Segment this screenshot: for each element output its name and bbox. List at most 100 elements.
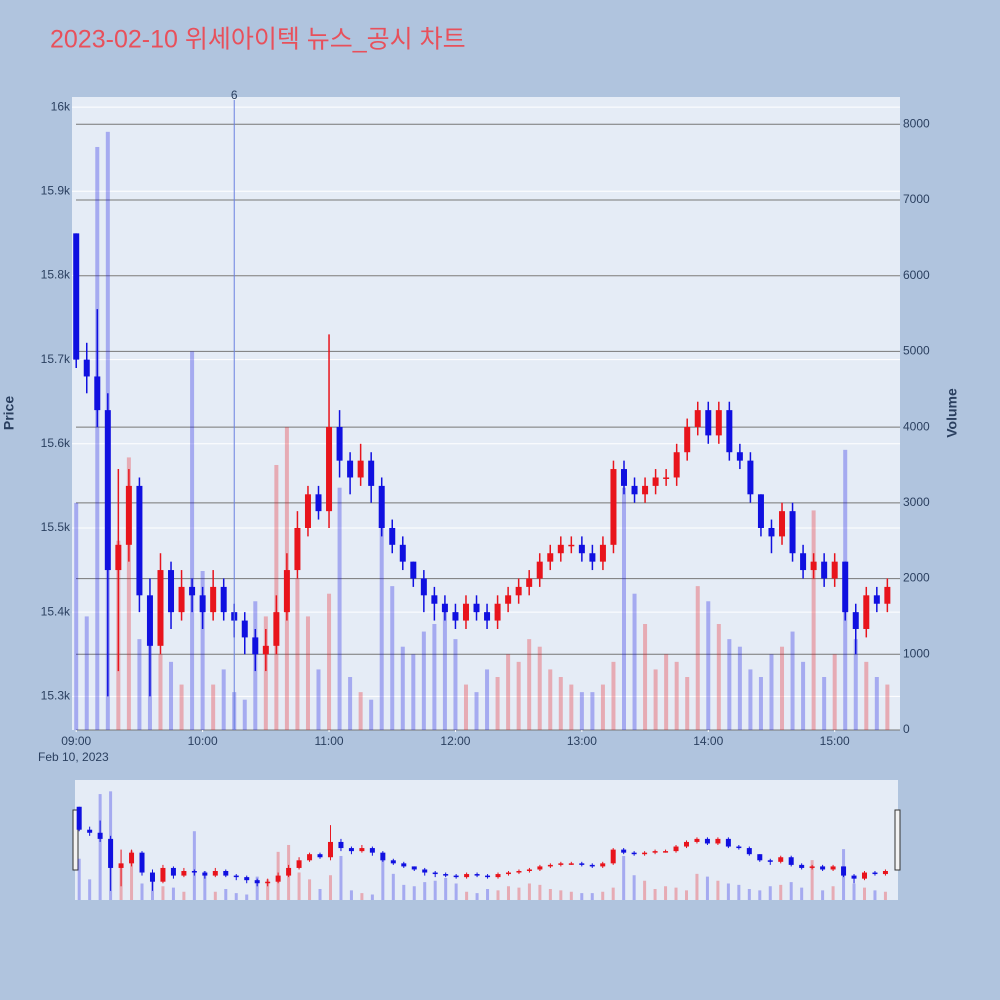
range-slider[interactable] [75,780,898,900]
y-tick-label: 15.7k [41,352,71,366]
slider-volume-bar [454,883,458,900]
candle-body [389,527,396,545]
volume-bar [737,646,742,730]
slider-volume-bar [245,894,249,900]
slider-candle-body [348,848,354,852]
volume-bar [653,669,658,730]
candle-body [431,595,438,604]
y-axis-title: Price [1,396,17,430]
candle-body [368,460,375,486]
candle-body [336,426,343,461]
slider-candle-body [76,806,82,830]
slider-candle-body [767,860,773,862]
slider-volume-bar [433,880,437,900]
slider-volume-bar [297,872,301,900]
slider-candle-body [725,838,731,847]
candle-body [568,544,575,547]
candle-body [210,586,217,613]
slider-volume-bar [580,893,584,900]
volume-bar [421,631,426,730]
slider-candle-body [495,874,501,878]
candle-body [304,494,311,528]
slider-candle-body [411,866,417,870]
slider-candle-body [254,880,260,884]
volume-bar [706,601,711,730]
volume-bar [748,669,753,730]
candle-body [294,527,301,571]
slider-volume-bar [538,884,542,900]
slider-volume-bar [779,884,783,900]
slider-candle-body [464,874,470,878]
slider-candle-body [129,852,135,864]
x-tick-label: 09:00 [61,734,91,748]
slider-candle-body [673,846,679,852]
slider-volume-bar [140,883,144,900]
x-tick-label: 12:00 [440,734,470,748]
slider-volume-bar [622,855,626,900]
slider-candle-body [191,871,197,873]
volume-bar [758,676,763,730]
slider-volume-bar [182,891,186,900]
slider-volume-bar [77,858,81,900]
slider-handle[interactable] [72,809,79,871]
candle-body [83,359,90,377]
slider-volume-bar [381,858,385,900]
candle-body [157,570,164,646]
candle-body [125,485,132,545]
slider-volume-bar [412,886,416,900]
slider-volume-bar [758,890,762,900]
candle-body [326,426,333,512]
slider-candle-body [882,871,888,875]
candle-body [694,410,701,427]
slider-candle-body [432,872,438,875]
volume-bar [695,586,700,730]
slider-volume-bar [224,888,228,900]
volume-bar [527,639,532,730]
slider-candle-body [359,848,365,852]
volume-bar [74,502,79,730]
volume-bar [590,692,595,730]
slider-volume-bar [360,893,364,900]
volume-bar [453,639,458,730]
volume-bar [305,616,310,730]
slider-candle-body [149,872,155,882]
volume-bar [211,684,216,730]
candle-body [652,477,659,486]
y-tick-label: 15.3k [41,689,71,703]
candle-body [283,570,290,613]
candle-body [821,561,828,579]
candle-body [241,620,248,638]
slider-candle-body [809,866,815,868]
slider-candle-body [757,854,763,861]
slider-volume-bar [548,888,552,900]
candle-body [115,544,122,571]
candle-body [599,544,606,562]
candle-body [399,544,406,562]
candle-body [441,603,448,613]
volume-bar [358,692,363,730]
slider-candle-body [631,852,637,855]
candle-body [673,452,680,478]
volume-bar [548,669,553,730]
volume-bar [474,692,479,730]
slider-volume-bar [391,873,395,900]
slider-volume-bar [465,891,469,900]
slider-volume-bar [789,882,793,900]
slider-candle-body [338,841,344,849]
volume-bar [316,669,321,730]
slider-handle[interactable] [894,809,901,871]
y2-tick-label: 7000 [903,192,930,206]
candle-body [578,544,585,554]
volume-bar [622,487,626,730]
y2-tick-label: 6000 [903,268,930,282]
slider-candle-body [851,875,857,879]
volume-bar [390,586,395,730]
candle-body [494,603,501,621]
slider-volume-bar [98,794,102,900]
x-tick-label: 14:00 [693,734,723,748]
candle-body [505,595,512,604]
volume-bar [348,676,353,730]
volume-bar [864,661,869,730]
slider-candle-body [579,863,585,865]
